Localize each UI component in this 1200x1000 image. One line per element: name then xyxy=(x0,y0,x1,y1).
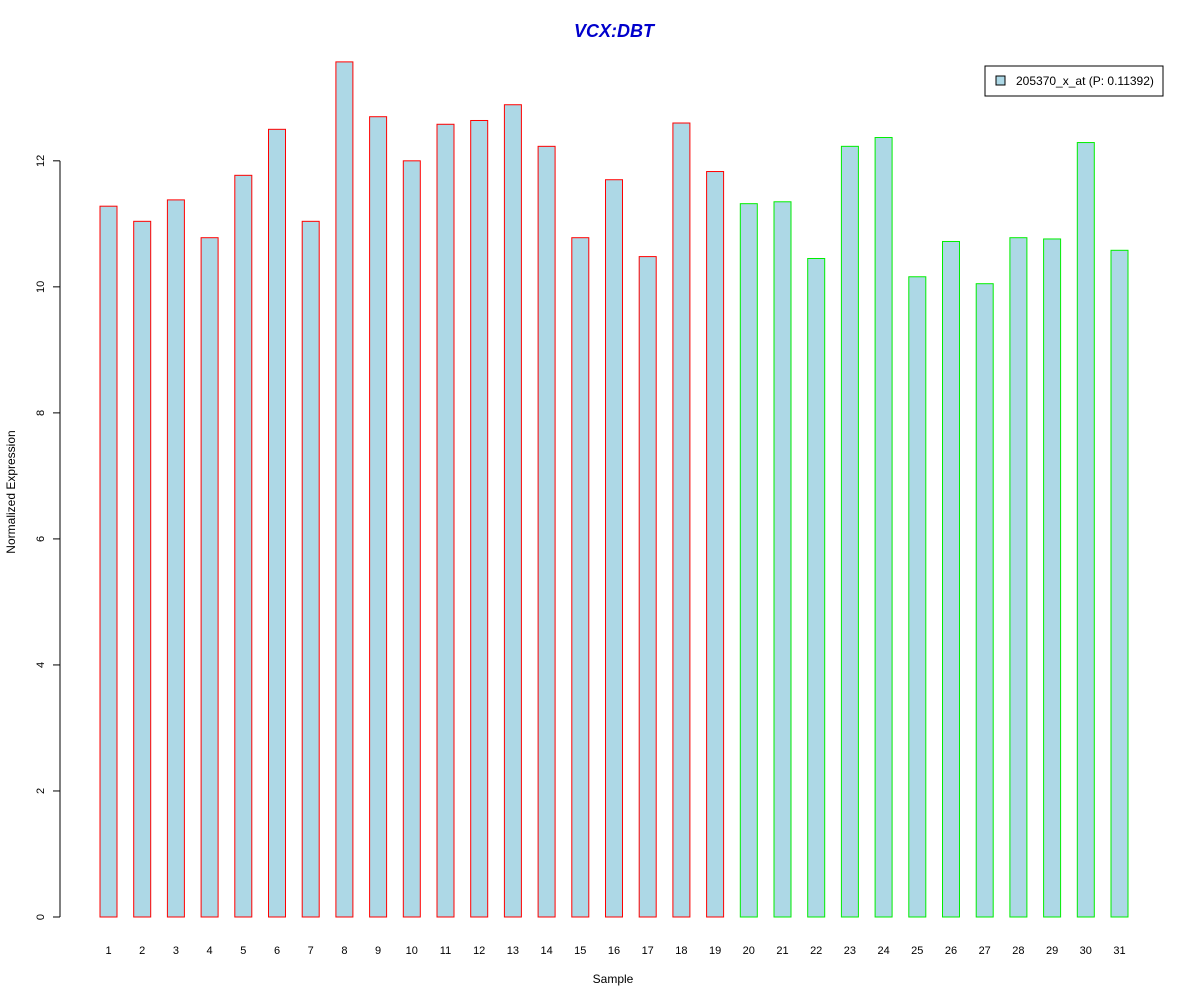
bar-sample-1 xyxy=(99,205,118,918)
legend-label: 205370_x_at (P: 0.11392) xyxy=(1016,74,1154,88)
bar-sample-28 xyxy=(1009,237,1028,918)
bar-sample-8 xyxy=(335,61,354,918)
bar-sample-9 xyxy=(369,116,388,918)
bar-sample-11 xyxy=(436,123,455,918)
legend: 205370_x_at (P: 0.11392) xyxy=(984,65,1164,97)
y-tick-label: 4 xyxy=(35,662,47,668)
bar-sample-12 xyxy=(470,119,489,918)
bar-sample-31 xyxy=(1110,249,1129,918)
x-tick-label: 20 xyxy=(743,945,755,957)
bar-sample-6 xyxy=(268,128,286,918)
legend-box xyxy=(984,65,1164,97)
x-tick-label: 7 xyxy=(308,945,314,957)
x-tick-label: 9 xyxy=(375,945,381,957)
bar-sample-2 xyxy=(133,220,152,918)
x-tick-label: 26 xyxy=(945,945,957,957)
bar-sample-7 xyxy=(301,220,320,918)
bar-sample-17 xyxy=(638,256,657,918)
bar-sample-23 xyxy=(840,145,859,918)
x-axis-labels: 1 2 3 4 5 6 7 8 9 10 11 12 13 14 15 16 17 18 19 20 21 22 23 24 2… xyxy=(105,945,1125,957)
x-tick-label: 27 xyxy=(979,945,991,957)
x-tick-label: 15 xyxy=(574,945,586,957)
bar-sample-18 xyxy=(672,122,691,918)
bar-sample-3 xyxy=(166,199,185,918)
x-tick-label: 31 xyxy=(1113,945,1125,957)
x-tick-label: 13 xyxy=(507,945,519,957)
y-axis: 0 2 4 6 8 10 12 xyxy=(35,155,61,920)
bar-sample-20 xyxy=(739,203,758,918)
x-tick-label: 28 xyxy=(1012,945,1024,957)
x-tick-label: 2 xyxy=(139,945,145,957)
y-axis-title: Normalized Expression xyxy=(4,430,18,553)
x-tick-label: 19 xyxy=(709,945,721,957)
x-tick-label: 29 xyxy=(1046,945,1058,957)
y-tick-label: 8 xyxy=(35,410,47,416)
legend-swatch xyxy=(995,75,1006,86)
bar-sample-24 xyxy=(874,137,893,918)
bar-sample-21 xyxy=(773,201,792,918)
x-tick-label: 12 xyxy=(473,945,485,957)
x-tick-label: 25 xyxy=(911,945,923,957)
y-tick-label: 2 xyxy=(35,788,47,794)
x-tick-label: 14 xyxy=(540,945,552,957)
x-tick-label: 23 xyxy=(844,945,856,957)
bar-sample-29 xyxy=(1043,238,1062,918)
x-tick-label: 24 xyxy=(877,945,889,957)
x-tick-label: 4 xyxy=(207,945,213,957)
x-tick-label: 1 xyxy=(105,945,111,957)
x-tick-label: 8 xyxy=(341,945,347,957)
x-tick-label: 30 xyxy=(1080,945,1092,957)
bar-sample-4 xyxy=(200,237,219,918)
bar-sample-26 xyxy=(942,240,960,918)
x-tick-label: 16 xyxy=(608,945,620,957)
x-tick-label: 3 xyxy=(173,945,179,957)
bar-sample-22 xyxy=(807,257,826,918)
chart-title: VCX:DBT xyxy=(574,21,656,41)
bar-sample-19 xyxy=(706,171,725,918)
x-tick-label: 21 xyxy=(776,945,788,957)
x-tick-label: 5 xyxy=(240,945,246,957)
x-tick-label: 11 xyxy=(440,945,451,957)
x-tick-label: 22 xyxy=(810,945,822,957)
bar-sample-15 xyxy=(571,237,590,918)
bar-sample-14 xyxy=(537,145,556,918)
y-tick-label: 12 xyxy=(35,155,47,167)
x-tick-label: 10 xyxy=(406,945,418,957)
bars xyxy=(99,61,1129,918)
bar-sample-10 xyxy=(402,160,421,918)
bar-sample-25 xyxy=(908,276,927,918)
bar-sample-16 xyxy=(605,179,623,918)
bar-sample-13 xyxy=(503,104,522,918)
x-tick-label: 6 xyxy=(274,945,280,957)
y-tick-label: 6 xyxy=(35,536,47,542)
y-tick-label: 10 xyxy=(35,281,47,293)
x-tick-label: 17 xyxy=(642,945,654,957)
bar-sample-5 xyxy=(234,174,253,918)
bar-sample-27 xyxy=(975,283,994,918)
x-tick-label: 18 xyxy=(675,945,687,957)
y-tick-label: 0 xyxy=(35,914,47,920)
bar-sample-30 xyxy=(1076,142,1095,918)
x-axis-title: Sample xyxy=(593,972,634,986)
